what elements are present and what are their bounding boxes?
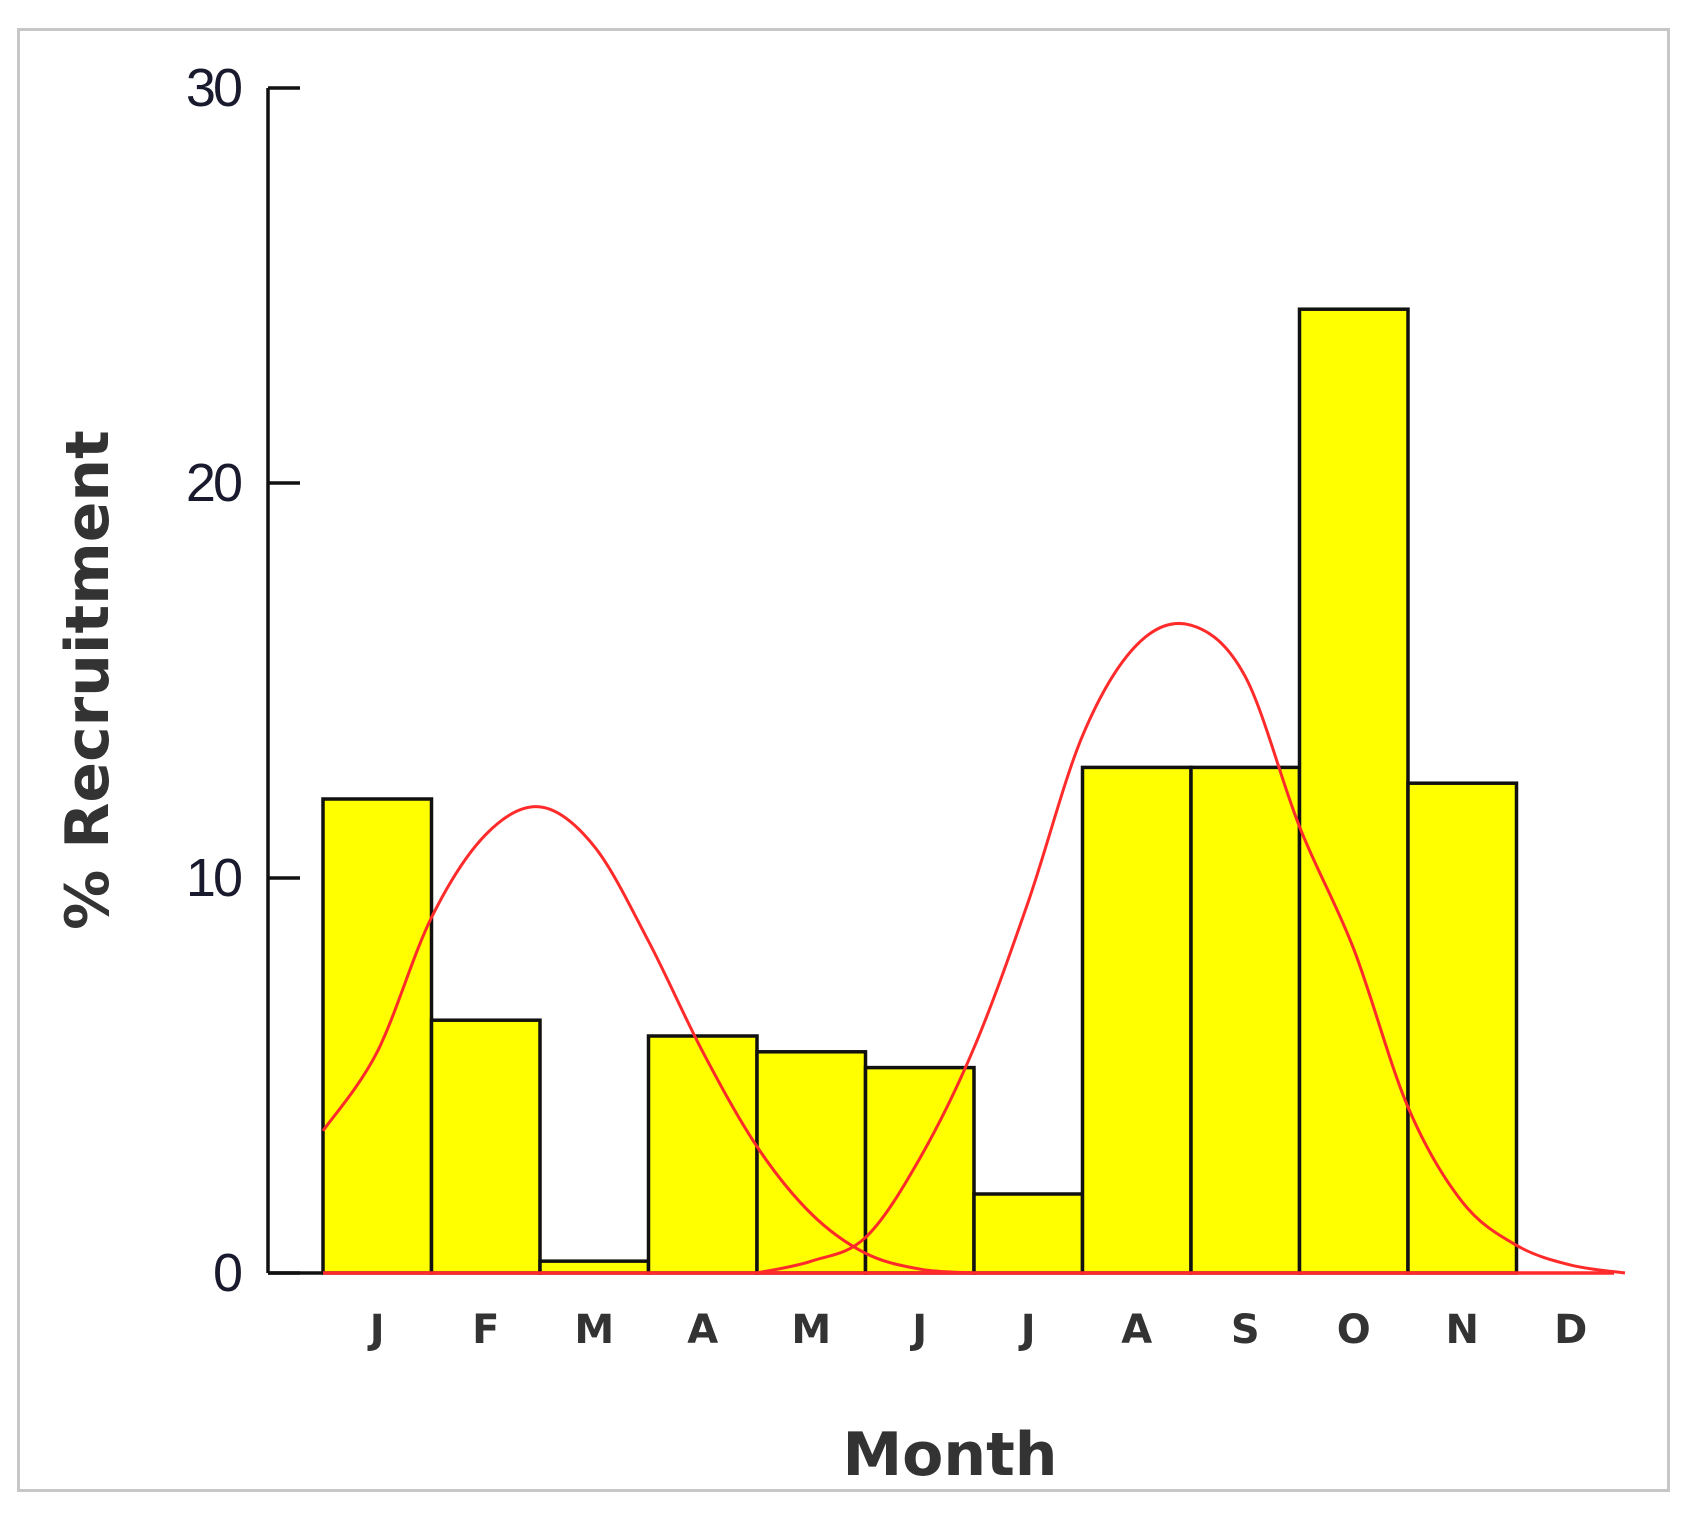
fitted-curve-2 xyxy=(756,621,1626,1275)
x-tick-label-11: N xyxy=(1446,1307,1479,1353)
x-tick-label-3: M xyxy=(574,1307,614,1353)
curves-layer xyxy=(321,621,1626,1275)
bar-1 xyxy=(321,797,434,1275)
x-tick-label-7: J xyxy=(1018,1307,1036,1353)
x-tick-label-12: D xyxy=(1554,1307,1587,1353)
y-tick-label-30: 30 xyxy=(186,58,241,118)
x-tick-label-8: A xyxy=(1121,1307,1152,1353)
bar-6 xyxy=(863,1065,976,1275)
x-tick-label-6: J xyxy=(909,1307,927,1353)
bar-3 xyxy=(538,1259,651,1275)
chart-frame xyxy=(17,28,1670,1492)
x-tick-label-4: A xyxy=(687,1307,718,1353)
x-tick-label-9: S xyxy=(1231,1307,1260,1353)
labels-layer: 0 10 20 30 J F M A M J J A S O N D xyxy=(186,58,1587,1353)
fitted-curve-1 xyxy=(321,805,975,1275)
bar-9 xyxy=(1189,765,1302,1275)
y-axis-title: % Recruitment xyxy=(53,430,123,930)
x-axis-title: Month xyxy=(842,1420,1057,1490)
bar-5 xyxy=(755,1050,868,1275)
bar-8 xyxy=(1080,765,1193,1275)
bar-10 xyxy=(1297,307,1410,1275)
bar-7 xyxy=(972,1192,1085,1275)
bars-layer xyxy=(321,307,1519,1275)
y-tick-label-20: 20 xyxy=(186,453,241,513)
y-tick-label-10: 10 xyxy=(186,848,241,908)
axes-layer xyxy=(266,86,323,1275)
bar-2 xyxy=(429,1018,542,1275)
x-tick-label-1: J xyxy=(367,1307,385,1353)
x-tick-label-2: F xyxy=(472,1307,499,1353)
bar-4 xyxy=(646,1034,759,1275)
x-tick-label-5: M xyxy=(791,1307,831,1353)
x-tick-label-10: O xyxy=(1337,1307,1371,1353)
y-tick-label-0: 0 xyxy=(213,1243,241,1303)
